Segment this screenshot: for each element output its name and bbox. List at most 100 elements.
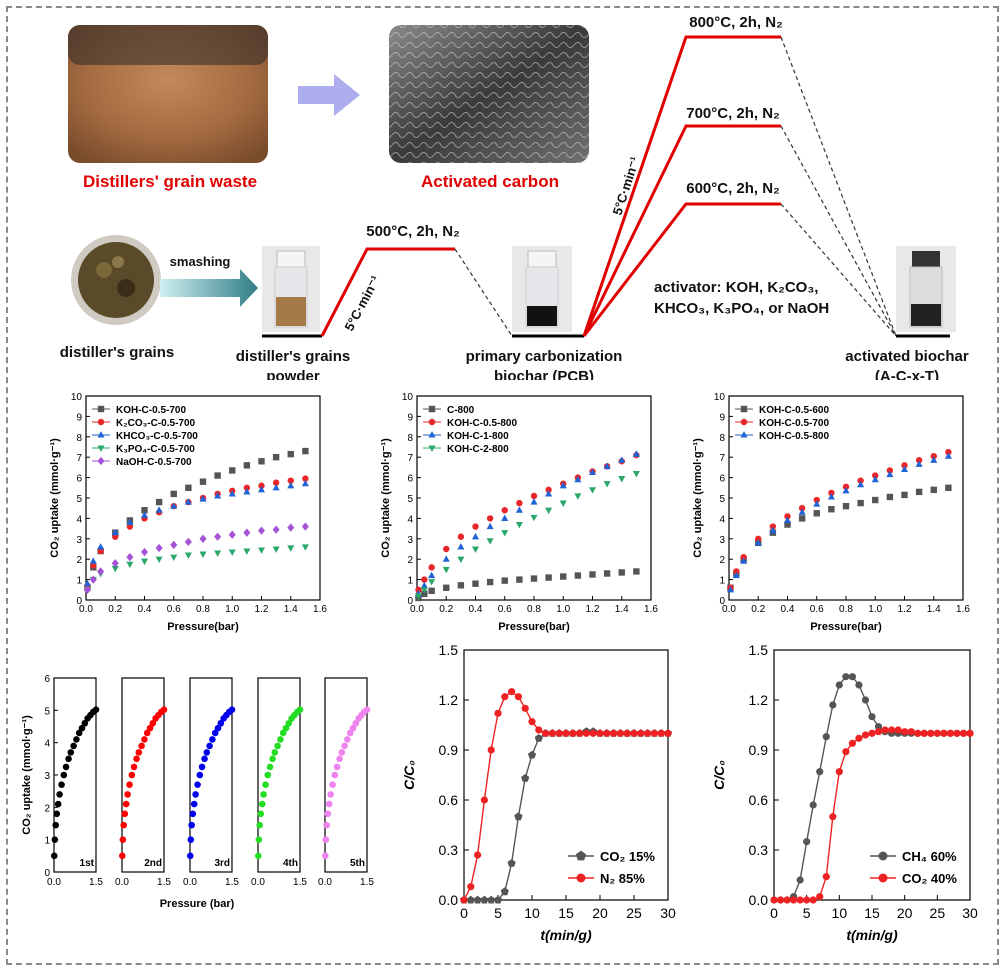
data-point bbox=[302, 475, 309, 482]
data-point bbox=[733, 568, 740, 575]
data-point bbox=[324, 810, 332, 818]
data-point bbox=[186, 852, 194, 860]
legend-marker bbox=[740, 405, 748, 413]
data-point bbox=[269, 755, 276, 763]
data-point bbox=[545, 507, 553, 515]
x-tick-label: 1.0 bbox=[556, 604, 570, 615]
data-point bbox=[296, 706, 304, 713]
data-point bbox=[120, 821, 127, 829]
data-point bbox=[467, 883, 475, 891]
data-point bbox=[474, 851, 482, 859]
smashing-label: smashing bbox=[170, 254, 231, 269]
x-tick-label: 0.4 bbox=[469, 604, 483, 615]
data-point bbox=[861, 696, 870, 704]
x-tick-label: 30 bbox=[962, 905, 978, 921]
data-point bbox=[271, 749, 279, 756]
data-point bbox=[582, 729, 591, 737]
data-point bbox=[888, 726, 896, 734]
data-point bbox=[644, 729, 652, 737]
data-point bbox=[140, 547, 149, 557]
y-tick-label: 0.6 bbox=[749, 792, 769, 808]
y-tick-label: 4 bbox=[76, 514, 82, 525]
activator-label-1: activator: KOH, K₂CO₃, bbox=[654, 279, 818, 296]
data-point bbox=[816, 768, 824, 776]
cycle-plot-area bbox=[121, 677, 165, 873]
x-tick-label: 1.6 bbox=[313, 604, 327, 615]
data-point bbox=[471, 546, 480, 553]
y-tick-label: 0.0 bbox=[439, 892, 459, 908]
data-point bbox=[56, 791, 63, 798]
series-1 bbox=[770, 726, 974, 904]
x-tick-label: 0 bbox=[770, 905, 778, 921]
x-axis-label: Pressure (bar) bbox=[160, 898, 235, 910]
data-point bbox=[545, 574, 552, 581]
data-point bbox=[336, 755, 343, 763]
x-tick-label: 1.6 bbox=[956, 604, 970, 615]
data-point bbox=[338, 749, 346, 756]
data-point bbox=[881, 726, 889, 734]
x-tick-label: 1.5 bbox=[157, 877, 171, 888]
legend-entry: KOH-C-0.5-700 bbox=[759, 418, 829, 429]
data-point bbox=[279, 729, 287, 737]
data-point bbox=[548, 729, 557, 737]
x-tick-label: 0.0 bbox=[183, 877, 197, 888]
data-point bbox=[630, 729, 638, 737]
data-point bbox=[141, 507, 148, 514]
cycle-label: 4th bbox=[283, 858, 298, 869]
data-point bbox=[740, 557, 748, 564]
activation-profile-600 bbox=[582, 202, 781, 337]
y-tick-label: 3 bbox=[44, 771, 50, 782]
chart-f: 0 5 10 15 20 25 30 0.0 0.3 0.6 0.9 1.2 1.5 t(min/g) C/… bbox=[711, 642, 978, 943]
data-point bbox=[341, 742, 348, 750]
data-point bbox=[874, 728, 883, 736]
data-point bbox=[199, 495, 207, 502]
data-point bbox=[257, 810, 265, 818]
data-point bbox=[89, 575, 97, 584]
legend-marker bbox=[97, 418, 105, 426]
data-point bbox=[754, 539, 762, 546]
data-point bbox=[945, 484, 952, 491]
data-point bbox=[75, 729, 83, 737]
data-point bbox=[243, 528, 251, 537]
data-point bbox=[272, 546, 280, 553]
x-tick-label: 0.2 bbox=[439, 604, 453, 615]
y-tick-label: 5 bbox=[76, 494, 82, 505]
y-tick-label: 1.2 bbox=[439, 692, 459, 708]
x-tick-label: 0.6 bbox=[167, 604, 181, 615]
y-tick-label: 4 bbox=[719, 514, 725, 525]
data-point bbox=[428, 587, 435, 595]
y-tick-label: 6 bbox=[719, 474, 725, 485]
legend-marker bbox=[428, 405, 436, 413]
data-point bbox=[848, 673, 857, 681]
y-tick-label: 9 bbox=[76, 412, 82, 423]
data-point bbox=[187, 836, 195, 843]
y-tick-label: 5 bbox=[719, 494, 725, 505]
x-tick-label: 1.2 bbox=[255, 604, 269, 615]
legend-entry: KOH-C-2-800 bbox=[447, 444, 509, 455]
x-tick-label: 0.4 bbox=[138, 604, 152, 615]
x-tick-label: 1.4 bbox=[615, 604, 629, 615]
data-point bbox=[545, 490, 553, 497]
data-point bbox=[555, 729, 563, 737]
data-point bbox=[420, 587, 428, 594]
data-point bbox=[494, 709, 502, 717]
data-point bbox=[243, 548, 251, 555]
y-tick-label: 3 bbox=[76, 535, 82, 546]
y-tick-label: 6 bbox=[44, 674, 50, 685]
data-point bbox=[184, 498, 192, 505]
data-point bbox=[301, 479, 309, 487]
data-point bbox=[872, 472, 879, 479]
data-point bbox=[170, 502, 178, 509]
series-line bbox=[463, 690, 668, 901]
x-tick-label: 0.0 bbox=[79, 604, 93, 615]
data-point bbox=[776, 896, 785, 904]
y-tick-label: 2 bbox=[719, 555, 725, 566]
cycle-panel-4: 5th 0.0 1.5 bbox=[318, 677, 374, 888]
x-tick-label: 0.0 bbox=[47, 877, 61, 888]
data-point bbox=[530, 514, 538, 522]
data-point bbox=[257, 547, 266, 554]
data-point bbox=[769, 523, 777, 530]
legend-marker bbox=[576, 873, 586, 883]
data-point bbox=[783, 896, 791, 904]
